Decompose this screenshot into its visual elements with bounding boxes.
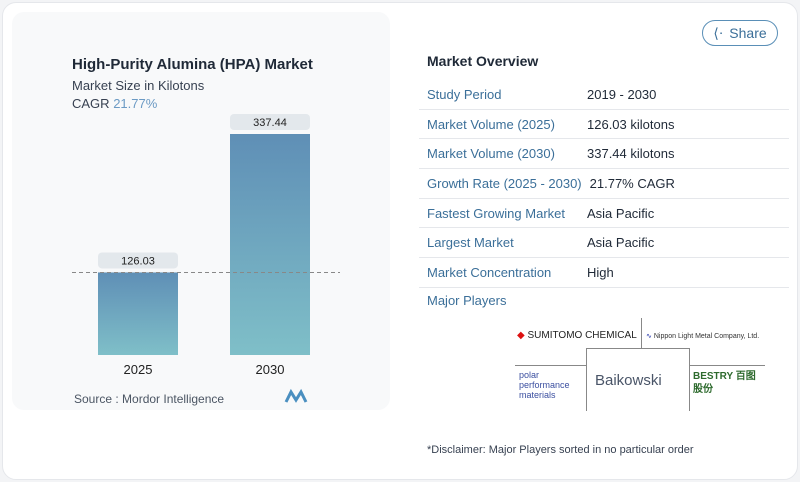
overview-row: Market Volume (2025) 126.03 kilotons — [419, 110, 789, 140]
source-text: Source : Mordor Intelligence — [74, 392, 225, 406]
mordor-logo-icon — [284, 388, 308, 403]
logo-nippon: ∿ Nippon Light Metal Company, Ltd. — [646, 333, 760, 340]
player-logos: ◆ SUMITOMO CHEMICAL ∿ Nippon Light Metal… — [515, 318, 765, 411]
row-value: High — [587, 264, 614, 280]
logo-sumitomo: ◆ SUMITOMO CHEMICAL — [517, 330, 637, 341]
overview-row: Fastest Growing Market Asia Pacific — [419, 199, 789, 229]
bar-chart: 126.03 2025 337.44 2030 — [72, 114, 340, 403]
x-tick-label: 2025 — [124, 362, 153, 377]
chart-subtitle: Market Size in Kilotons — [72, 78, 205, 93]
logo-polar: polar performance materials — [519, 370, 570, 400]
cagr: CAGR 21.77% — [72, 96, 157, 111]
row-label: Growth Rate (2025 - 2030) — [427, 175, 582, 191]
row-value: Asia Pacific — [587, 205, 655, 221]
row-value: Asia Pacific — [587, 235, 655, 251]
overview-row: Study Period 2019 - 2030 — [419, 80, 789, 110]
overview-row: Growth Rate (2025 - 2030) 21.77% CAGR — [419, 169, 789, 199]
cagr-value: 21.77% — [113, 96, 158, 111]
overview-title: Market Overview — [427, 53, 539, 69]
overview-row: Market Concentration High — [419, 258, 789, 288]
bar-2030 — [230, 134, 310, 355]
row-label: Fastest Growing Market — [427, 205, 565, 221]
data-label-bg — [98, 252, 178, 269]
major-players-label: Major Players — [427, 293, 507, 308]
logo-text: Nippon Light Metal Company, Ltd. — [653, 333, 760, 340]
logo-bestry: BESTRY 百图股份 — [693, 371, 756, 395]
overview-row: Largest Market Asia Pacific — [419, 228, 789, 259]
overview-table: Study Period 2019 - 2030 Market Volume (20… — [419, 80, 789, 288]
row-label: Study Period — [427, 86, 502, 102]
divider — [641, 318, 642, 348]
cagr-label: CAGR — [72, 96, 110, 111]
row-value: 21.77% CAGR — [589, 175, 675, 191]
share-label: Share — [729, 25, 767, 41]
data-label-bg — [230, 114, 310, 130]
row-label: Market Volume (2025) — [427, 116, 555, 132]
bar-2025 — [98, 272, 178, 355]
data-label: 337.44 — [253, 117, 287, 129]
data-label: 126.03 — [121, 255, 155, 267]
share-icon: ⟨⋅ — [713, 24, 724, 41]
chart-card — [12, 12, 390, 410]
row-value: 337.44 kilotons — [587, 146, 675, 162]
overview-row: Market Volume (2030) 337.44 kilotons — [419, 139, 789, 170]
row-label: Largest Market — [427, 235, 514, 251]
logo-baikowski-box — [586, 348, 690, 411]
row-label: Market Volume (2030) — [427, 146, 555, 162]
logo-text: SUMITOMO CHEMICAL — [527, 330, 637, 341]
row-value: 126.03 kilotons — [587, 116, 675, 132]
disclaimer: *Disclaimer: Major Players sorted in no … — [427, 444, 694, 456]
share-button[interactable]: ⟨⋅ Share — [702, 20, 778, 46]
logo-baikowski: Baikowski — [595, 372, 662, 389]
row-value: 2019 - 2030 — [587, 86, 657, 102]
x-tick-label: 2030 — [256, 362, 285, 377]
chart-title: High-Purity Alumina (HPA) Market — [72, 56, 313, 73]
row-label: Market Concentration — [427, 264, 552, 280]
